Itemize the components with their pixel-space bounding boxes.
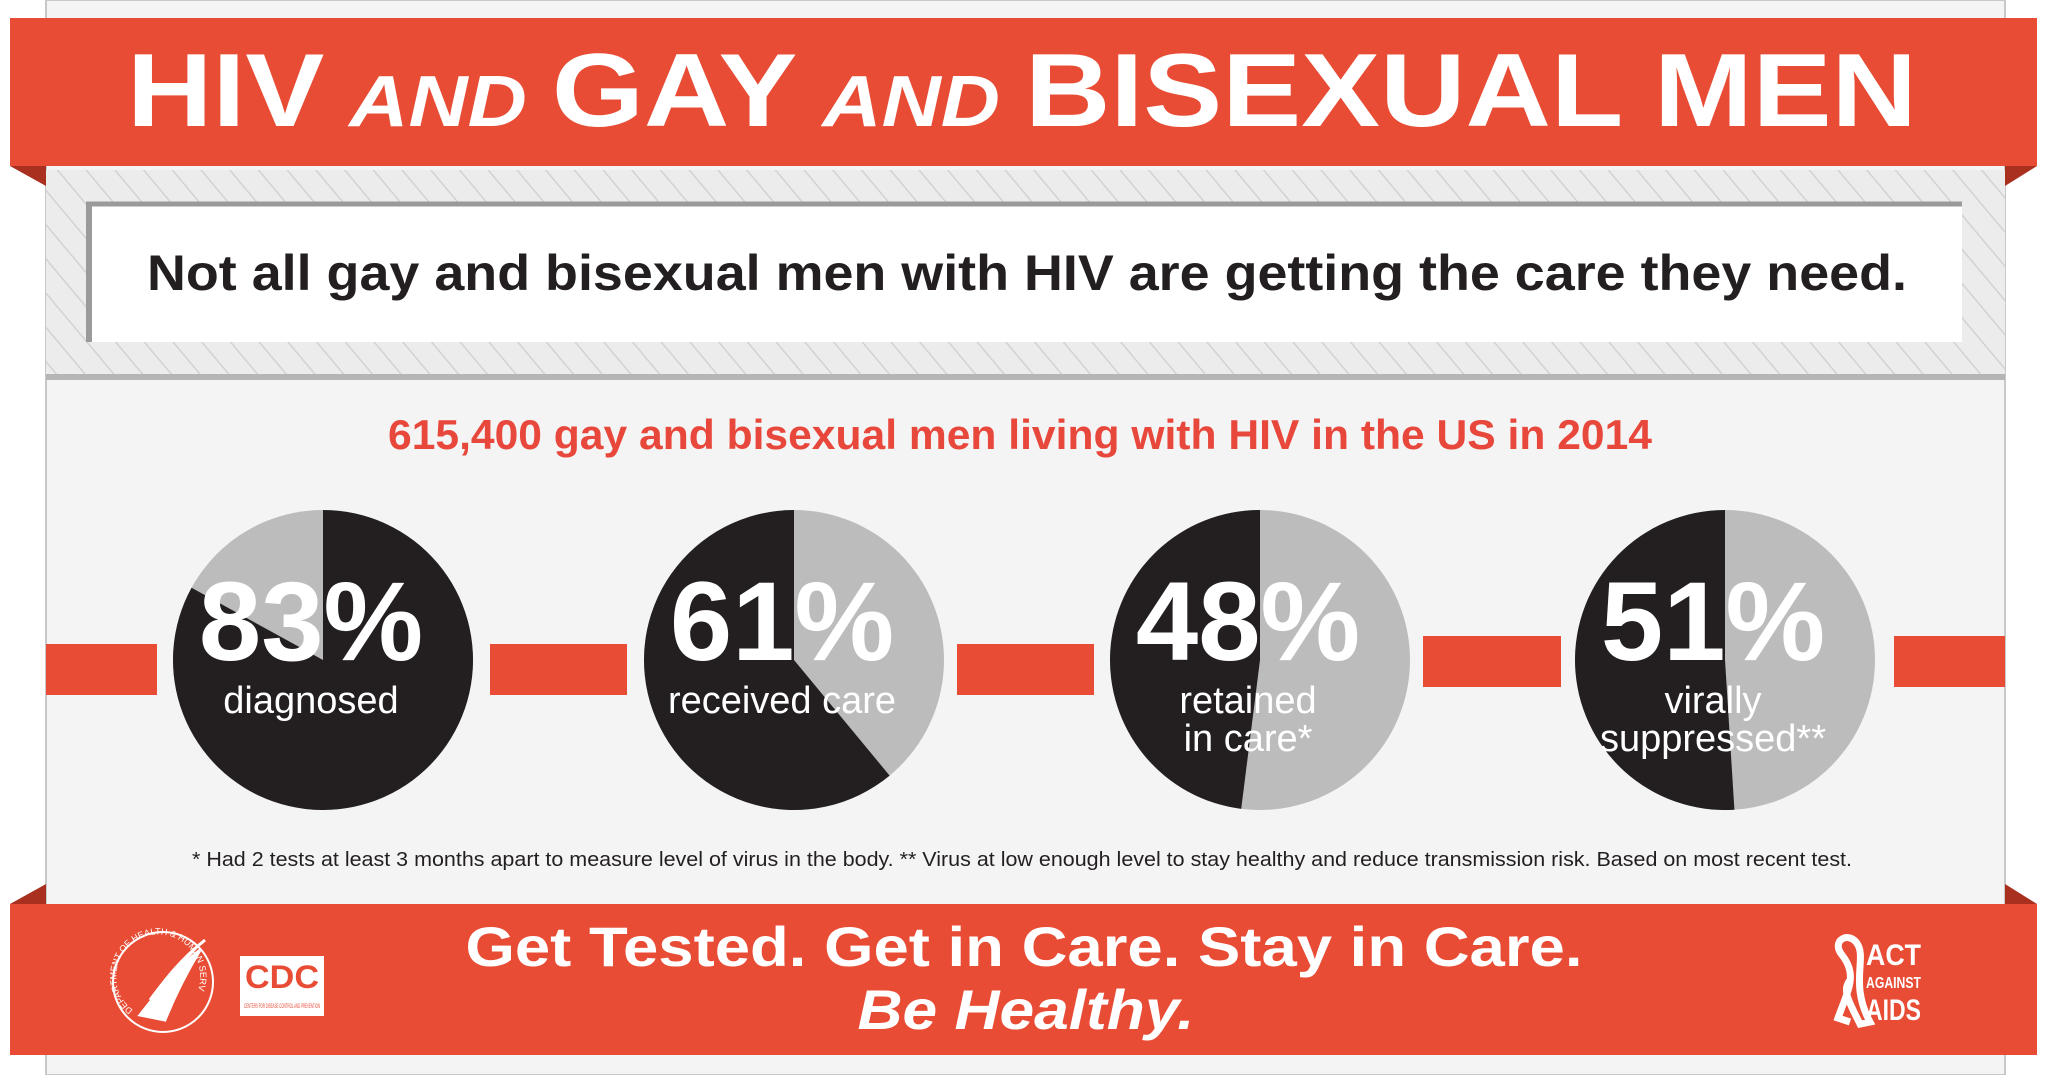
category-label: received care: [668, 680, 896, 722]
act-text: AIDS: [1866, 994, 1921, 1027]
pie-slice: [172, 510, 473, 811]
category-label: in care*: [1184, 718, 1313, 760]
fold: [2005, 166, 2037, 186]
cdc-text: CDC: [245, 959, 319, 995]
value-label: 51%: [1601, 559, 1825, 684]
title-word: BISEXUAL MEN: [1025, 33, 1917, 149]
title-word: HIV: [127, 33, 324, 149]
hhs-eagle: [137, 938, 206, 1022]
subtitle-box: [86, 202, 1962, 342]
title-word: AND: [820, 62, 1000, 142]
category-label: retained: [1179, 680, 1316, 722]
hhs-ring: [112, 931, 214, 1033]
header-band: [10, 18, 2037, 166]
connectors: [46, 636, 2005, 695]
pies: 83%diagnosed 61%received care 48%retainedi…: [172, 510, 1875, 811]
act-text: AGAINST: [1866, 975, 1921, 992]
ribbon: [1833, 934, 1876, 1028]
connector: [1894, 636, 2005, 687]
title-word: AND: [347, 62, 527, 142]
cdc-logo: CDC CENTERS FOR DISEASE CONTROL AND PREV…: [240, 956, 324, 1016]
connector: [490, 644, 627, 695]
connector: [1423, 636, 1561, 687]
value-label: 83%: [199, 559, 423, 684]
subtitle: Not all gay and bisexual men with HIV ar…: [147, 245, 1907, 301]
title-word: GAY: [552, 33, 798, 149]
footnote: * Had 2 tests at least 3 months apart to…: [192, 849, 1852, 871]
footer-band: [10, 904, 2037, 1055]
category-label: diagnosed: [223, 680, 398, 722]
pie-slice: [644, 510, 890, 810]
value-label: 61%: [670, 559, 894, 684]
act-text: ACT: [1866, 939, 1921, 972]
category-label: suppressed**: [1600, 718, 1826, 760]
act-logo: ACT AGAINST AIDS: [1833, 934, 1921, 1028]
pie-slice: [1110, 510, 1260, 809]
value-label: 48%: [1136, 559, 1360, 684]
connector: [46, 644, 157, 695]
connector: [957, 644, 1094, 695]
chart-title: 615,400 gay and bisexual men living with…: [388, 411, 1653, 458]
cdc-subtext: CENTERS FOR DISEASE CONTROL AND PREVENTI…: [244, 1004, 320, 1010]
fold: [10, 884, 46, 904]
footer-line: Get Tested. Get in Care. Stay in Care.: [466, 915, 1583, 978]
footer-line: Be Healthy.: [858, 978, 1195, 1041]
category-label: virally: [1664, 680, 1761, 722]
cdc-box: [240, 956, 324, 1016]
fold: [2005, 884, 2037, 904]
title: HIV AND GAY AND BISEXUAL MEN: [127, 33, 1917, 149]
pie-slice: [1574, 510, 1735, 811]
fold: [10, 166, 46, 186]
